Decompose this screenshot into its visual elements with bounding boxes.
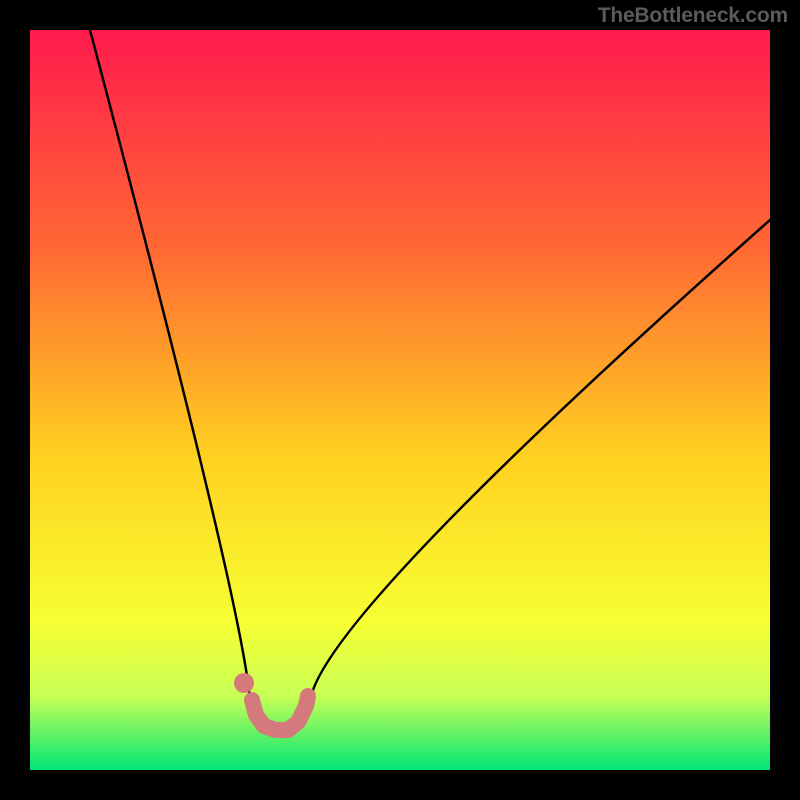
plot-background: [30, 30, 770, 770]
marker-dot: [234, 673, 254, 693]
bottleneck-chart: [0, 0, 800, 800]
watermark-text: TheBottleneck.com: [598, 4, 788, 28]
